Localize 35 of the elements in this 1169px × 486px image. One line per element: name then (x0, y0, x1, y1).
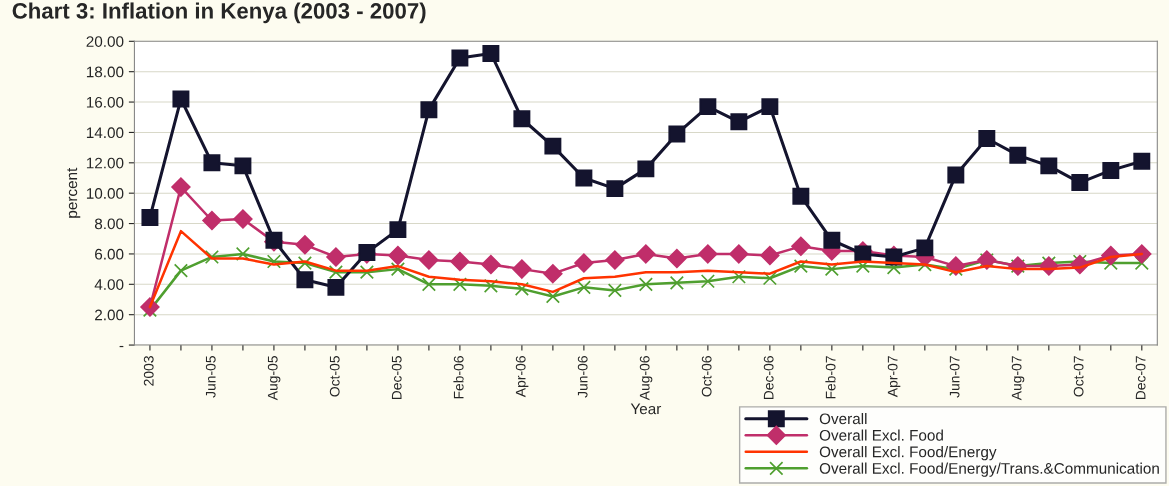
x-tick-label: Apr-07 (887, 356, 901, 398)
y-tick-label: 4.00 (94, 279, 124, 290)
x-tick-label: Jun-07 (949, 356, 960, 398)
legend-label: Overall Excl. Food/Energy/Trans.&Communication (819, 462, 1159, 477)
x-tick-label: Jun-05 (205, 356, 216, 398)
legend-label: Overall Excl. Food (819, 429, 943, 441)
x-tick-label: 2003 (143, 356, 154, 386)
y-tick-label: 6.00 (95, 248, 124, 260)
y-tick-label: - (119, 345, 124, 348)
x-tick-label: Oct-07 (1073, 356, 1084, 397)
y-tick-label: 14.00 (86, 127, 124, 139)
x-tick-label: Aug-06 (639, 356, 653, 401)
legend-label: Overall Excl. Food/Energy (819, 446, 997, 461)
x-tick-label: Dec-07 (1135, 356, 1146, 400)
x-tick-label: Dec-06 (763, 356, 774, 400)
x-tick-label: Oct-05 (329, 356, 340, 397)
y-tick-label: 18.00 (86, 66, 124, 78)
y-tick-label: 20.00 (86, 36, 124, 47)
x-tick-label: Oct-06 (701, 356, 712, 397)
x-tick-label: Apr-06 (515, 356, 529, 398)
y-tick-label: 16.00 (86, 96, 124, 108)
y-tick-label: 10.00 (86, 188, 124, 199)
y-tick-label: 2.00 (95, 309, 124, 321)
x-tick-label: Aug-05 (267, 356, 281, 401)
legend-label: Overall (819, 412, 867, 425)
y-axis-title: percent (67, 167, 81, 218)
x-tick-label: Feb-06 (453, 356, 464, 399)
x-tick-label: Aug-07 (1011, 356, 1025, 401)
x-tick-label: Feb-07 (825, 356, 836, 399)
x-tick-label: Jun-06 (577, 356, 588, 398)
chart-title: Chart 3: Inflation in Kenya (2003 - 2007) (12, 2, 426, 24)
x-axis-title: Year (630, 403, 662, 415)
y-tick-label: 12.00 (86, 157, 124, 169)
y-tick-label: 8.00 (94, 218, 124, 230)
x-tick-label: Dec-05 (391, 356, 402, 400)
